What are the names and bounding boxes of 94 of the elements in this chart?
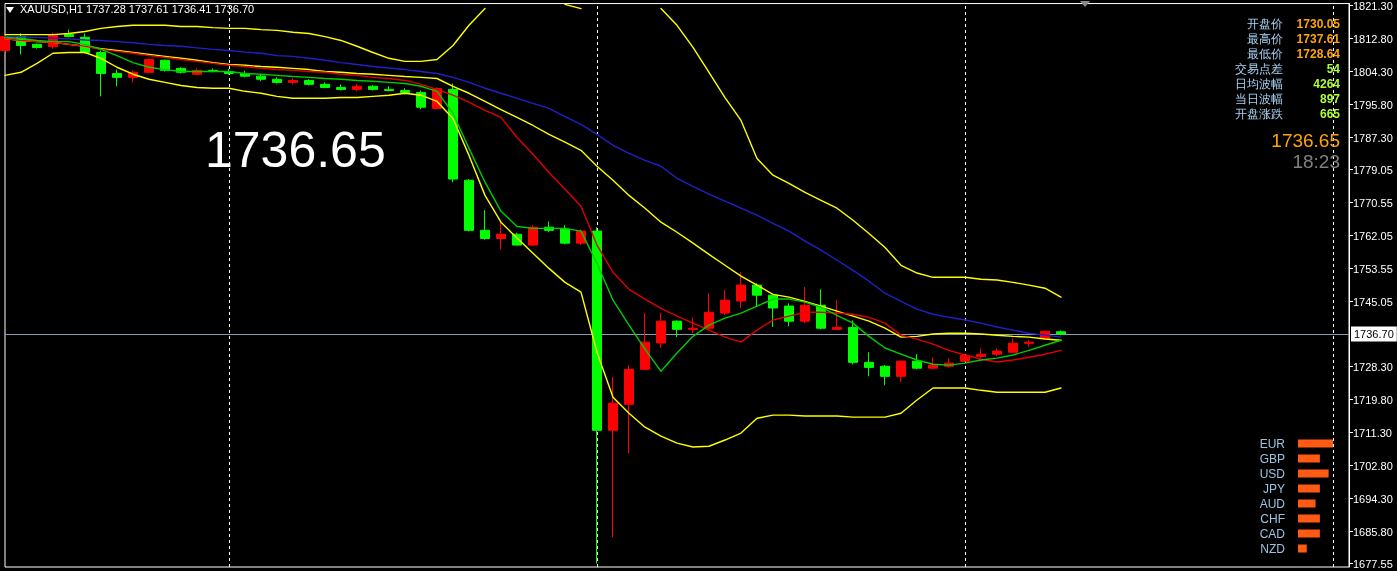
annotation: 1736.65: [1271, 130, 1340, 152]
candlestick: [256, 73, 266, 82]
y-tick-label: 1770.55: [1353, 196, 1393, 209]
y-tick-label: GBP: [1259, 451, 1285, 466]
candlestick: [448, 83, 458, 183]
candlestick: [880, 364, 890, 386]
candlestick: [992, 347, 1002, 357]
y-tick-label: 1694.30: [1353, 492, 1393, 505]
candlestick: [864, 351, 874, 377]
candlestick: [896, 359, 906, 383]
bar: [1298, 514, 1320, 523]
candlestick: [608, 376, 618, 538]
y-tick-label: 1745.05: [1353, 295, 1393, 308]
candlestick: [1056, 329, 1066, 336]
bar: [1298, 544, 1307, 553]
candlestick: [288, 77, 298, 85]
y-tick-label: 1711.30: [1353, 426, 1392, 439]
y-tick-label: 1779.05: [1353, 163, 1393, 176]
annotation: 54: [1326, 62, 1340, 77]
annotation: 897: [1319, 92, 1340, 107]
candlestick: [32, 43, 42, 50]
annotation: 1736.65: [205, 122, 386, 178]
candlestick: [736, 271, 746, 309]
bar: [1298, 499, 1316, 508]
annotation: 1728.64: [1296, 47, 1340, 62]
y-tick-label: CHF: [1260, 511, 1285, 526]
bar: [1298, 484, 1320, 493]
candlestick: [688, 316, 698, 334]
ref-line-label: 1736.70: [1354, 328, 1394, 341]
candlestick: [528, 224, 538, 247]
bar: [1298, 529, 1320, 538]
annotation: 最低价: [1247, 47, 1283, 62]
candlestick: [368, 84, 378, 92]
y-tick-label: JPY: [1262, 481, 1285, 496]
y-tick-label: CAD: [1259, 526, 1286, 541]
y-tick-label: USD: [1259, 466, 1286, 481]
chart-title: XAUUSD,H1 1737.28 1737.61 1736.41 1736.70: [20, 3, 255, 16]
annotation: 18:23: [1292, 151, 1340, 173]
annotation: 开盘涨跌: [1235, 107, 1283, 122]
annotation: 交易点差: [1235, 62, 1283, 77]
candlestick: [656, 312, 666, 349]
y-tick-label: 1821.30: [1353, 0, 1393, 12]
candlestick: [272, 76, 282, 85]
candlestick: [464, 178, 474, 232]
candlestick: [640, 312, 650, 371]
y-tick-label: 1787.30: [1353, 131, 1393, 144]
y-tick-label: NZD: [1260, 541, 1286, 556]
candlestick: [304, 78, 314, 86]
candlestick: [400, 87, 410, 95]
annotation: 1730.05: [1296, 17, 1340, 32]
annotation: 开盘价: [1247, 17, 1283, 32]
y-tick-label: 1702.80: [1353, 459, 1393, 472]
annotation: 1737.61: [1296, 32, 1340, 47]
candlestick: [720, 289, 730, 316]
candlestick: [624, 364, 634, 454]
bar: [1298, 454, 1320, 463]
candlestick: [320, 81, 330, 89]
candlestick: [496, 220, 506, 250]
candlestick: [112, 69, 122, 87]
annotation: 日均波幅: [1235, 77, 1283, 92]
candlestick: [336, 83, 346, 92]
candlestick: [912, 353, 922, 370]
annotation: 当日波幅: [1235, 92, 1283, 107]
annotation: 4264: [1313, 77, 1340, 92]
y-tick-label: 1804.30: [1353, 65, 1393, 78]
y-tick-label: 1685.80: [1353, 525, 1393, 538]
candlestick: [672, 319, 682, 338]
line-series: [4, 51, 1062, 448]
candlestick: [848, 319, 858, 365]
candlestick: [800, 286, 810, 324]
y-tick-label: 1762.05: [1353, 229, 1393, 242]
candlestick: [752, 282, 762, 307]
y-tick-label: AUD: [1259, 496, 1286, 511]
candlestick: [352, 83, 362, 92]
annotation: 最高价: [1247, 32, 1283, 47]
y-tick-label: EUR: [1259, 436, 1286, 451]
bar: [1298, 439, 1333, 448]
candlestick: [832, 299, 842, 331]
candlestick: [704, 292, 714, 331]
y-tick-label: 1728.30: [1353, 360, 1393, 373]
annotation: 665: [1319, 107, 1340, 122]
candlestick: [96, 50, 106, 97]
candlestick: [384, 85, 394, 92]
y-tick-label: 1719.80: [1353, 393, 1393, 406]
candlestick: [1008, 337, 1018, 354]
candlestick: [1024, 339, 1034, 348]
y-tick-label: 1753.55: [1353, 262, 1393, 275]
candlestick: [976, 347, 986, 359]
y-tick-label: 1812.80: [1353, 32, 1393, 45]
y-tick-label: 1677.55: [1353, 557, 1393, 570]
candlestick: [560, 224, 570, 245]
y-tick-label: 1795.80: [1353, 98, 1393, 111]
candlestick: [480, 209, 490, 241]
bar: [1298, 469, 1329, 478]
